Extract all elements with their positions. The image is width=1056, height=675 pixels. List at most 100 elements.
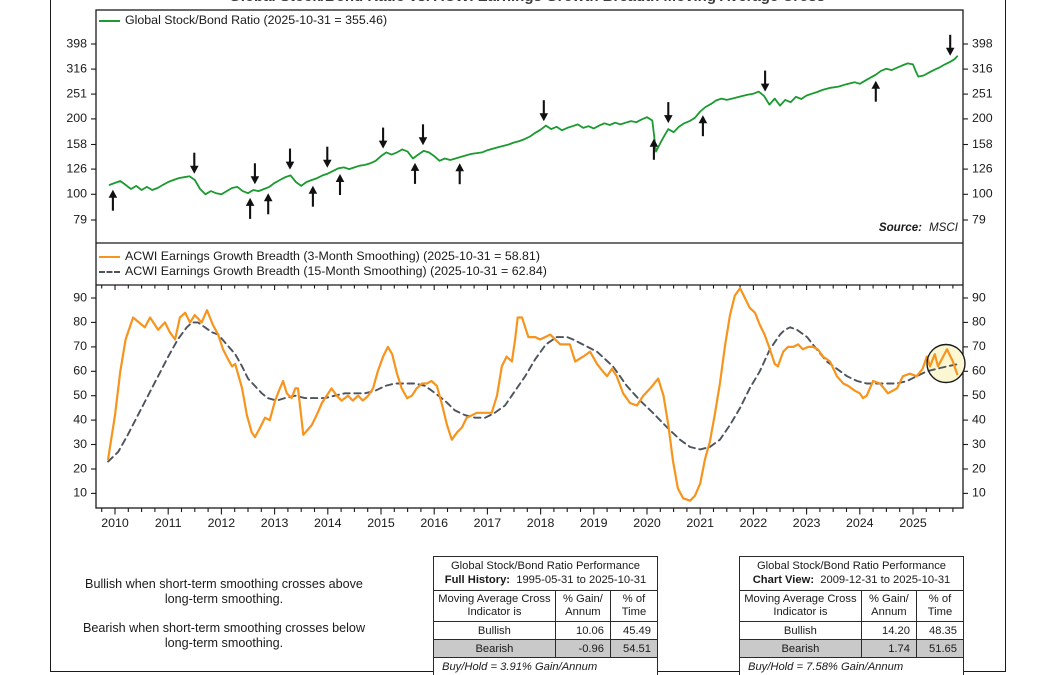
period-label: Full History: <box>444 573 511 586</box>
source-label: Source: <box>878 221 923 234</box>
svg-text:100: 100 <box>972 187 993 201</box>
table-row: Bullish 10.06 45.49 <box>433 621 659 640</box>
buy-signal-arrow-icon <box>410 162 420 184</box>
period-label: Chart View: <box>752 573 815 586</box>
page-title: Global Stock/Bond Ratio vs. ACWI Earning… <box>50 0 1004 5</box>
svg-text:2023: 2023 <box>793 516 821 530</box>
svg-text:158: 158 <box>66 137 87 151</box>
col-header-gain: % Gain/Annum <box>860 590 917 622</box>
col-header-time: % of Time <box>915 590 965 622</box>
table-row: Bearish 1.74 51.65 <box>739 639 965 658</box>
bearish-label: Bearish <box>739 639 862 658</box>
svg-text:2015: 2015 <box>367 516 395 530</box>
bearish-label: Bearish <box>433 639 556 658</box>
svg-text:40: 40 <box>972 412 986 426</box>
svg-text:398: 398 <box>972 36 993 50</box>
svg-text:316: 316 <box>66 61 87 75</box>
svg-text:80: 80 <box>972 315 986 329</box>
svg-text:2017: 2017 <box>474 516 502 530</box>
bearish-gain: 1.74 <box>860 639 917 658</box>
svg-text:2013: 2013 <box>261 516 289 530</box>
svg-text:50: 50 <box>972 388 986 402</box>
svg-text:79: 79 <box>972 212 986 226</box>
bullish-time: 45.49 <box>609 621 659 640</box>
svg-text:2024: 2024 <box>846 516 874 530</box>
performance-table-chart-view: Global Stock/Bond Ratio Performance Char… <box>739 556 965 675</box>
svg-text:30: 30 <box>972 437 986 451</box>
bullish-time: 48.35 <box>915 621 965 640</box>
breadth-3mo-legend-label: ACWI Earnings Growth Breadth (3-Month Sm… <box>125 249 540 263</box>
svg-text:10: 10 <box>73 486 87 500</box>
svg-text:79: 79 <box>73 212 87 226</box>
sell-signal-arrow-icon <box>378 127 388 149</box>
period-range: 2009-12-31 to 2025-10-31 <box>820 573 951 586</box>
col-header-gain: % Gain/Annum <box>554 590 611 622</box>
buy-signal-arrow-icon <box>335 174 345 195</box>
bearish-rule-text: Bearish when short-term smoothing crosse… <box>82 621 366 650</box>
svg-text:2022: 2022 <box>740 516 768 530</box>
chart-frame <box>95 9 964 509</box>
svg-text:40: 40 <box>73 412 87 426</box>
svg-text:200: 200 <box>972 111 993 125</box>
table-title: Global Stock/Bond Ratio Performance <box>450 560 641 572</box>
orange-line-swatch-icon <box>99 255 120 258</box>
chart-canvas: 398 398 316 316 251 251 200 200 158 158 126 126 100 1… <box>66 9 993 530</box>
svg-text:10: 10 <box>972 486 986 500</box>
svg-text:2016: 2016 <box>420 516 448 530</box>
svg-text:70: 70 <box>972 339 986 353</box>
bullish-gain: 14.20 <box>860 621 917 640</box>
bearish-time: 51.65 <box>915 639 965 658</box>
buy-signal-arrow-icon <box>308 185 318 207</box>
bearish-gain: -0.96 <box>554 639 611 658</box>
svg-text:2018: 2018 <box>527 516 555 530</box>
svg-text:2020: 2020 <box>633 516 661 530</box>
svg-text:251: 251 <box>972 86 993 100</box>
svg-text:398: 398 <box>66 36 87 50</box>
svg-text:158: 158 <box>972 137 993 151</box>
svg-text:20: 20 <box>73 461 87 475</box>
bullish-gain: 10.06 <box>554 621 611 640</box>
svg-text:316: 316 <box>972 61 993 75</box>
svg-text:100: 100 <box>66 187 87 201</box>
breadth-3mo-line <box>106 287 959 502</box>
svg-text:50: 50 <box>73 388 87 402</box>
green-line-swatch-icon <box>99 19 120 22</box>
top-legend-label: Global Stock/Bond Ratio (2025-10-31 = 35… <box>125 13 388 27</box>
period-range: 1995-05-31 to 2025-10-31 <box>516 573 647 586</box>
bullish-rule-text: Bullish when short-term smoothing crosse… <box>85 577 363 606</box>
col-header-indicator: Moving Average Cross Indicator is <box>739 590 862 622</box>
bearish-time: 54.51 <box>609 639 659 658</box>
table-title-cell: Global Stock/Bond Ratio Performance Char… <box>739 556 964 591</box>
svg-text:90: 90 <box>972 290 986 304</box>
recent-cross-highlight <box>927 344 965 383</box>
stock-bond-ratio-line <box>108 55 959 196</box>
buy-signal-arrow-icon <box>649 138 659 160</box>
svg-text:70: 70 <box>73 339 87 353</box>
buy-signal-arrow-icon <box>263 193 273 215</box>
bullish-label: Bullish <box>433 621 556 640</box>
sell-signal-arrow-icon <box>323 146 332 168</box>
buy-signal-arrow-icon <box>108 189 118 211</box>
svg-text:30: 30 <box>73 437 87 451</box>
breadth-15mo-legend-label: ACWI Earnings Growth Breadth (15-Month S… <box>125 264 547 278</box>
recent-cross-ring <box>926 343 966 384</box>
sell-signal-arrow-icon <box>250 163 260 185</box>
svg-text:2012: 2012 <box>208 516 236 530</box>
buy-signal-arrow-icon <box>871 80 881 102</box>
breadth-15mo-line <box>107 321 959 463</box>
svg-text:126: 126 <box>972 161 993 175</box>
dashed-line-swatch-icon <box>99 270 120 273</box>
bottom-panel-legend: ACWI Earnings Growth Breadth (3-Month Sm… <box>99 249 547 279</box>
sell-signal-arrow-icon <box>945 34 955 56</box>
buy-signal-arrow-icon <box>455 163 464 185</box>
sell-signal-arrow-icon <box>285 148 295 170</box>
svg-text:90: 90 <box>73 290 87 304</box>
source-note: Source: MSCI <box>879 221 958 234</box>
source-value: MSCI <box>929 221 958 234</box>
col-header-indicator: Moving Average Cross Indicator is <box>433 590 556 622</box>
signal-rule-notes: Bullish when short-term smoothing crosse… <box>78 577 370 665</box>
sell-signal-arrow-icon <box>418 124 428 146</box>
svg-text:20: 20 <box>972 461 986 475</box>
svg-text:200: 200 <box>66 111 87 125</box>
